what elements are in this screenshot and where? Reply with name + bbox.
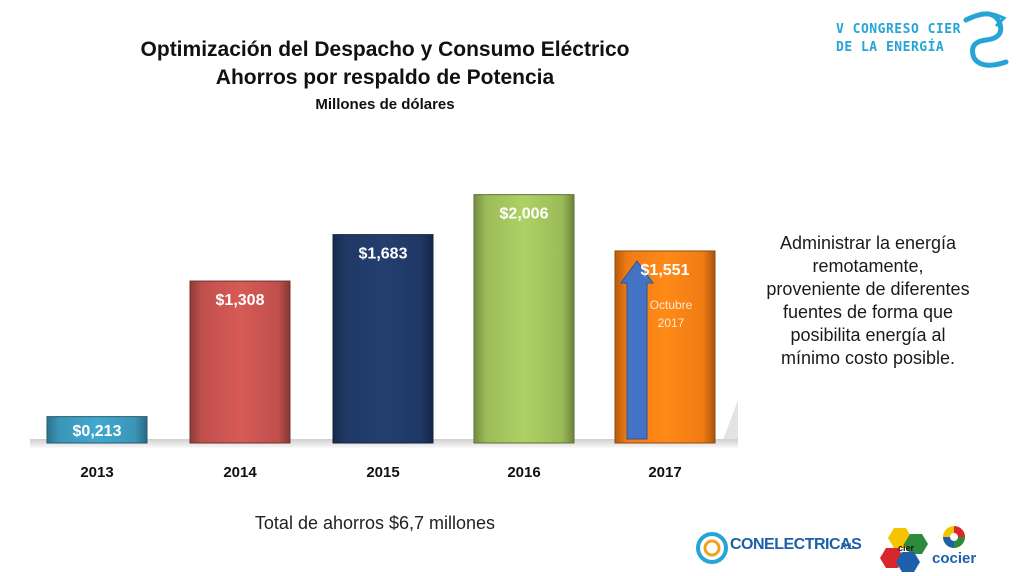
x-ticks-group: 2013 2014 2015 2016 2017 bbox=[80, 464, 681, 481]
side-line-3: proveniente de diferentes bbox=[766, 279, 970, 299]
title-block: Optimización del Despacho y Consumo Eléc… bbox=[60, 36, 710, 116]
bar-2016 bbox=[473, 194, 575, 444]
x-tick-2017: 2017 bbox=[648, 464, 681, 481]
bars-group bbox=[46, 194, 716, 444]
conelectricas-suffix: R.L. bbox=[841, 542, 857, 551]
side-line-5: posibilita energía al bbox=[790, 325, 946, 345]
x-tick-2013: 2013 bbox=[80, 464, 113, 481]
x-tick-2016: 2016 bbox=[507, 464, 540, 481]
swirl-icon bbox=[963, 11, 1009, 68]
bar-2015 bbox=[332, 234, 434, 444]
x-tick-2015: 2015 bbox=[366, 464, 399, 481]
side-line-1: Administrar la energía bbox=[779, 233, 957, 253]
chart-title-line1: Optimización del Despacho y Consumo Eléc… bbox=[140, 38, 630, 61]
data-label-2017: $1,551 bbox=[641, 262, 690, 279]
x-tick-2014: 2014 bbox=[223, 464, 257, 481]
growth-arrow bbox=[620, 260, 654, 440]
chart-subtitle: Millones de dólares bbox=[315, 96, 455, 113]
sponsor-logos: CONELECTRICAS R.L. cier cocier bbox=[696, 524, 1016, 572]
side-line-6: mínimo costo posible. bbox=[780, 348, 956, 368]
bar-chart: $0,213 $1,308 $1,683 $2,006 $1,551 Octubre 201… bbox=[30, 194, 738, 481]
data-label-2016: $2,006 bbox=[500, 206, 549, 223]
data-label-2015: $1,683 bbox=[359, 246, 408, 263]
side-line-4: fuentes de forma que bbox=[782, 302, 954, 322]
bar-2013 bbox=[46, 416, 148, 444]
total-savings: Total de ahorros $6,7 millones bbox=[254, 513, 496, 533]
data-label-2014: $1,308 bbox=[216, 292, 265, 309]
cier-logo-icon: cier bbox=[880, 528, 928, 572]
cocier-logo-text: cocier bbox=[932, 550, 977, 567]
bar-2014 bbox=[189, 280, 291, 444]
congreso-cier-logo: V CONGRESO CIER DE LA ENERGÍA bbox=[832, 8, 1012, 72]
annotation-2017-line2: 2017 bbox=[658, 316, 685, 330]
annotation-2017-line1: Octubre bbox=[650, 298, 693, 312]
cocier-logo-icon bbox=[943, 526, 965, 548]
side-description: Administrar la energía remotamente, prov… bbox=[728, 232, 1008, 370]
labels-group: $0,213 $1,308 $1,683 $2,006 $1,551 Octubre 201… bbox=[73, 206, 693, 440]
conelectricas-logo-icon bbox=[696, 532, 728, 564]
logo-line1: V CONGRESO CIER bbox=[836, 22, 961, 37]
conelectricas-logo-text: CONELECTRICAS bbox=[730, 536, 862, 553]
logo-line2: DE LA ENERGÍA bbox=[836, 40, 945, 55]
cier-logo-text: cier bbox=[898, 543, 915, 553]
chart-floor bbox=[30, 439, 738, 449]
data-label-2013: $0,213 bbox=[73, 423, 122, 440]
chart-title-line2: Ahorros por respaldo de Potencia bbox=[215, 66, 555, 89]
side-line-2: remotamente, bbox=[812, 256, 924, 276]
